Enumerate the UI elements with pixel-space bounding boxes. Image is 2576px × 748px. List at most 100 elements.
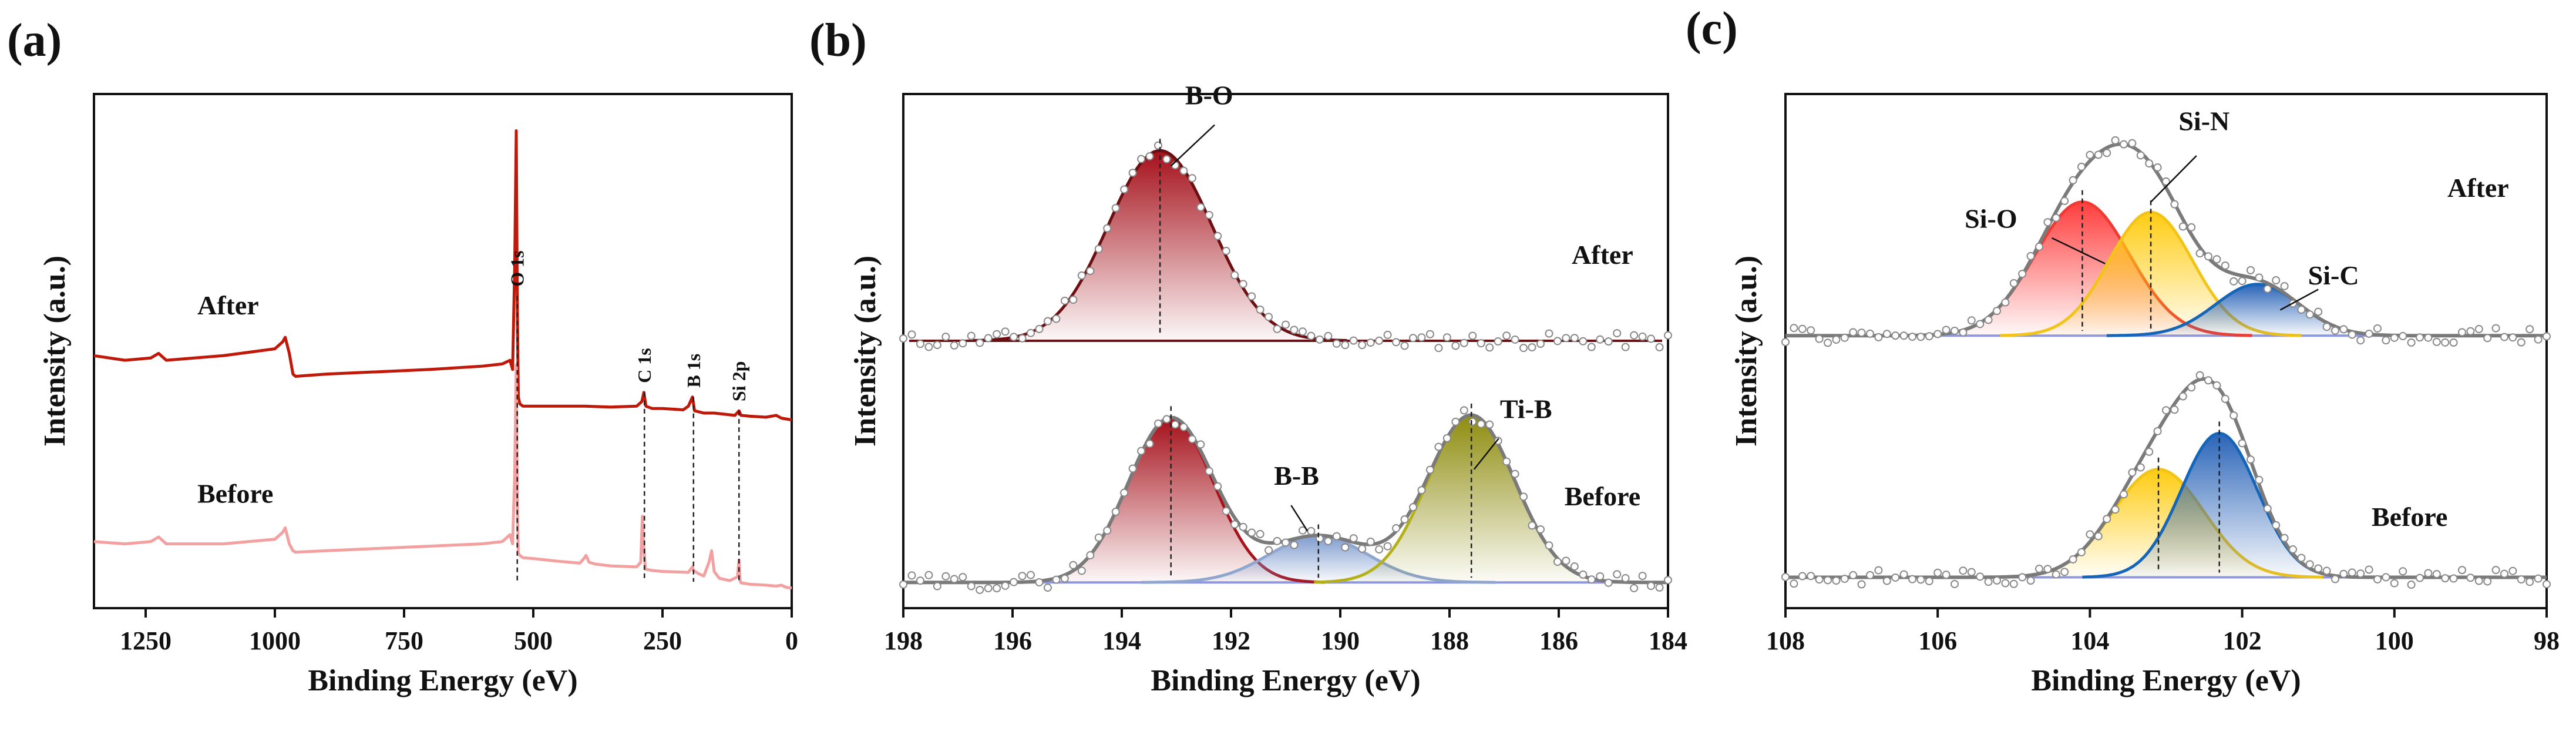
data-point [984, 334, 993, 343]
data-point [2373, 324, 2382, 333]
data-point [2399, 332, 2407, 341]
data-point [1137, 155, 1146, 163]
annotation-ti-b: Ti-B [1500, 394, 1552, 424]
data-point [2407, 338, 2416, 347]
data-point [2314, 307, 2323, 316]
data-point [1315, 335, 1324, 344]
data-point [2060, 568, 2069, 576]
pointer-line [2150, 155, 2197, 203]
data-point [2491, 566, 2500, 575]
data-point [1630, 331, 1639, 340]
data-point [1621, 343, 1630, 351]
data-point [2094, 532, 2103, 541]
data-point [2449, 338, 2458, 347]
data-point [2289, 545, 2297, 554]
data-point [2483, 577, 2492, 586]
data-point [1613, 329, 1622, 338]
data-point [1587, 343, 1596, 351]
data-point [1925, 332, 1933, 341]
data-point [2221, 394, 2229, 403]
data-point [2035, 242, 2043, 251]
data-point [1485, 420, 1494, 429]
data-point [1477, 339, 1485, 348]
data-point [1874, 333, 1883, 341]
x-tick-label: 750 [385, 626, 423, 655]
data-point [1205, 210, 1213, 219]
data-point [2026, 251, 2035, 260]
data-point [1154, 419, 1162, 428]
data-point [1815, 334, 1824, 343]
data-point [1265, 546, 1273, 555]
data-point [1502, 457, 1511, 466]
data-point [1647, 582, 1656, 591]
y-axis-label: Intensity (a.u.) [38, 256, 72, 447]
x-tick-label: 108 [1766, 626, 1805, 655]
annotation-si-n: Si-N [2178, 106, 2229, 136]
raw-data-after [1781, 136, 2551, 347]
data-point [2365, 565, 2373, 574]
data-point [2517, 338, 2525, 347]
data-point [1018, 572, 1027, 581]
data-point [2466, 327, 2475, 336]
data-point [1205, 467, 1213, 475]
data-point [1307, 526, 1316, 535]
data-point [2339, 569, 2348, 578]
data-point [1866, 329, 1874, 338]
data-point [1638, 332, 1647, 341]
series-annotation-before: Before [197, 478, 273, 508]
data-point [2348, 568, 2356, 577]
data-point [1933, 330, 1942, 338]
data-point [1111, 508, 1120, 516]
data-point [2255, 273, 2264, 282]
data-point [1103, 224, 1112, 233]
data-point [2170, 200, 2179, 209]
data-point [1468, 417, 1477, 426]
data-point [1967, 568, 1976, 576]
data-point [2382, 336, 2390, 345]
data-point [2162, 406, 2170, 415]
data-point [1891, 331, 1900, 340]
data-point [1630, 583, 1639, 592]
data-point [1849, 328, 1858, 337]
data-point [2195, 249, 2204, 258]
data-point [1468, 331, 1477, 340]
series-annotation-after: After [197, 290, 259, 320]
data-point [1967, 316, 1976, 325]
data-point [2255, 475, 2264, 484]
data-point [2272, 276, 2281, 285]
data-point [1171, 420, 1179, 429]
data-point [2128, 139, 2137, 147]
data-point [1434, 344, 1443, 353]
data-point [1358, 544, 1367, 553]
data-point [1942, 571, 1951, 579]
data-point [1145, 440, 1154, 448]
data-point [2297, 554, 2306, 562]
data-point [2305, 560, 2314, 569]
data-point [1519, 492, 1528, 501]
data-point [2500, 569, 2508, 578]
data-point [1908, 333, 1916, 341]
data-point [1536, 339, 1545, 348]
data-point [1857, 328, 1866, 337]
data-point [1222, 247, 1230, 256]
data-point [2449, 574, 2458, 583]
data-point [1077, 271, 1086, 280]
data-point [976, 585, 984, 594]
data-point [2305, 310, 2314, 319]
x-tick-label: 186 [1539, 626, 1578, 655]
data-point [2077, 162, 2086, 171]
data-point [933, 582, 941, 591]
data-point [1807, 572, 1815, 581]
data-point [2162, 177, 2170, 186]
panel-label: (b) [809, 15, 867, 66]
fit-area-b-o [973, 150, 1347, 341]
data-point [2128, 468, 2137, 477]
data-point [1942, 326, 1951, 334]
data-point [2178, 222, 2187, 231]
data-point [1349, 534, 1358, 543]
data-point [2195, 371, 2204, 380]
data-point [1976, 572, 1985, 581]
data-point [2441, 574, 2450, 583]
data-point [1899, 331, 1908, 340]
data-point [1265, 313, 1273, 321]
